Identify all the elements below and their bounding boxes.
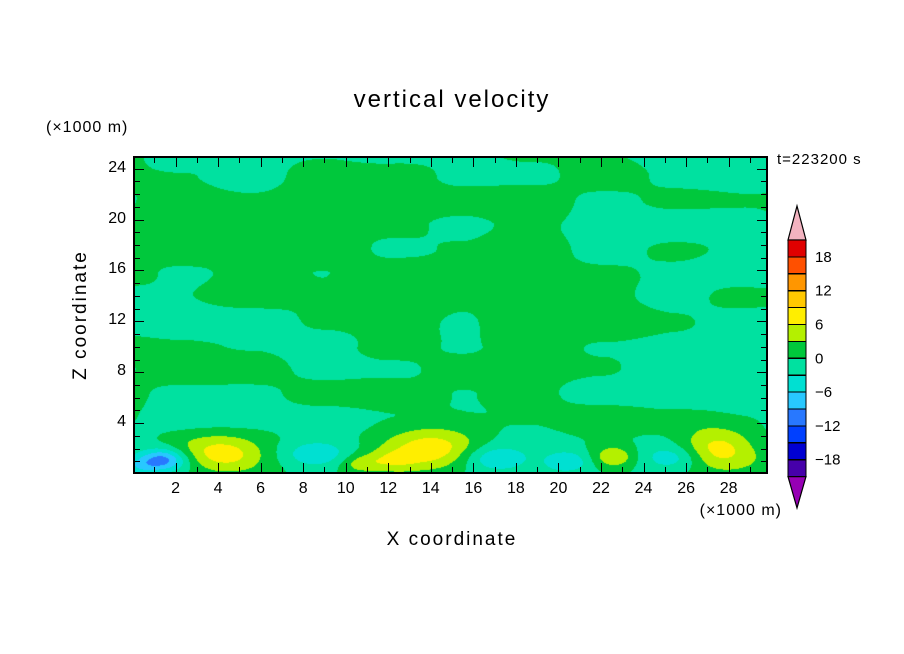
svg-text:−6: −6 <box>815 384 832 401</box>
x-tick-label: 16 <box>464 480 483 497</box>
y-tick-label: 8 <box>117 362 126 380</box>
y-tick-label: 16 <box>108 260 126 278</box>
y-tick-label: 4 <box>117 413 126 431</box>
plot-area <box>133 156 768 474</box>
y-axis-unit: (×1000 m) <box>46 119 129 136</box>
svg-text:−12: −12 <box>815 418 840 435</box>
x-axis-title: X coordinate <box>386 529 518 550</box>
svg-text:0: 0 <box>815 350 823 367</box>
contour-field <box>133 156 768 474</box>
y-axis-title: Z coordinate <box>70 250 91 380</box>
x-axis-unit: (×1000 m) <box>699 502 782 519</box>
svg-text:6: 6 <box>815 317 823 334</box>
y-tick-label: 12 <box>108 311 126 329</box>
x-tick-label: 6 <box>256 480 266 497</box>
svg-text:12: 12 <box>815 283 832 300</box>
x-tick-label: 24 <box>634 480 653 497</box>
colorbar: 18 12 6 0 −6 −12 −18 <box>787 203 840 511</box>
x-tick-label: 2 <box>171 480 180 497</box>
x-tick-label: 26 <box>677 480 695 497</box>
svg-text:18: 18 <box>815 249 832 266</box>
chart-title: vertical velocity <box>353 86 551 113</box>
x-tick-label: 8 <box>298 480 308 497</box>
x-tick-label: 20 <box>549 480 568 497</box>
x-tick-label: 14 <box>421 480 440 497</box>
y-tick-label: 20 <box>108 209 126 227</box>
svg-text:−18: −18 <box>815 452 840 469</box>
y-tick-label: 24 <box>108 158 126 176</box>
x-tick-label: 12 <box>379 480 398 497</box>
x-tick-label: 18 <box>507 480 525 497</box>
timestamp-label: t=223200 s <box>777 151 862 168</box>
x-tick-label: 28 <box>719 480 738 497</box>
x-tick-label: 4 <box>213 480 223 497</box>
x-tick-label: 10 <box>336 480 355 497</box>
x-tick-label: 22 <box>592 480 610 497</box>
